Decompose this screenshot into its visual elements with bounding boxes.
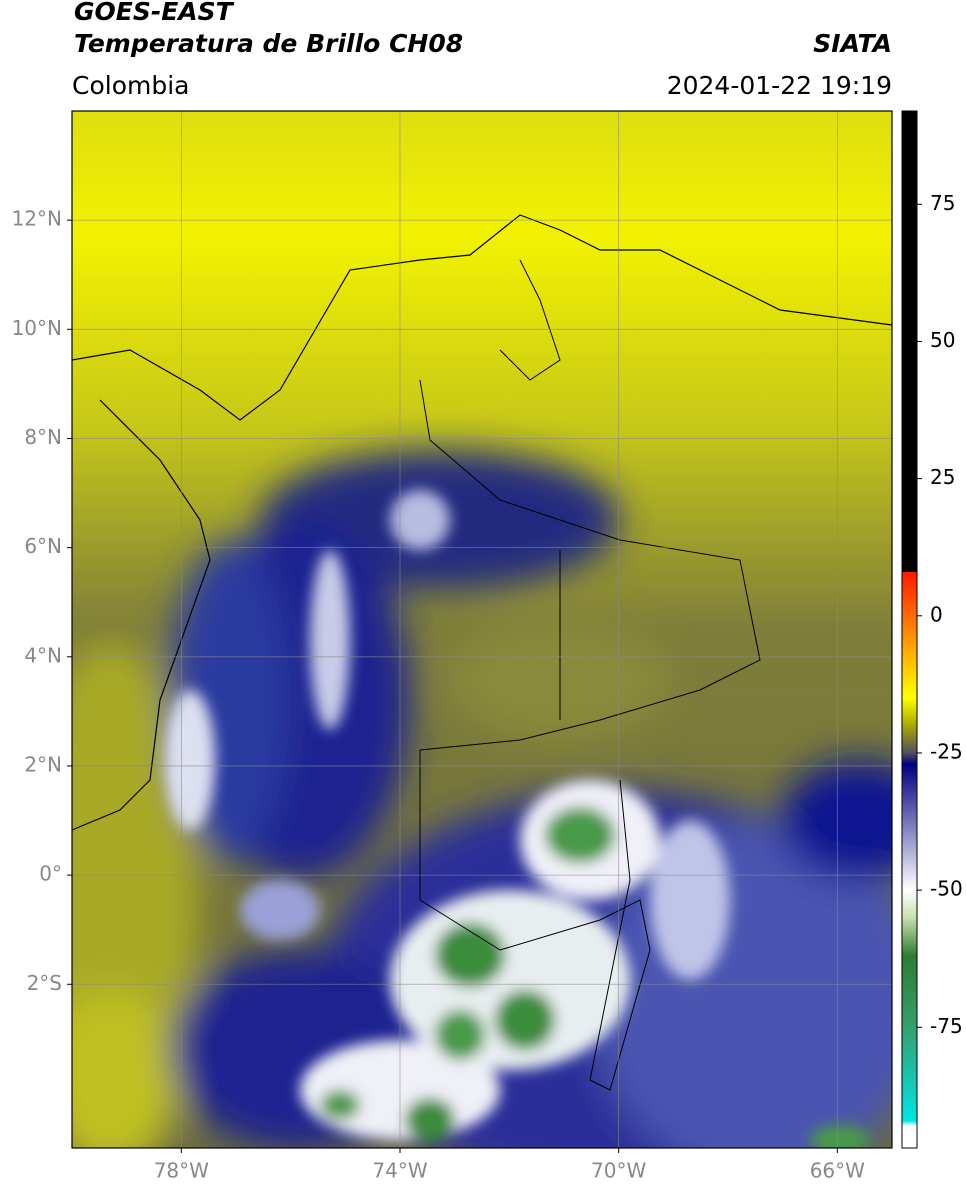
y-tick-label: 0° — [39, 862, 62, 886]
y-tick-label: 10°N — [12, 316, 62, 340]
y-tick-label: 4°N — [24, 643, 62, 667]
y-tick-label: 8°N — [24, 425, 62, 449]
subtitle: Colombia — [72, 71, 189, 100]
y-tick-label: 6°N — [24, 534, 62, 558]
map-frame — [71, 110, 893, 1149]
y-tick-label: 12°N — [12, 207, 62, 231]
colorbar-tick-label: -75 — [930, 1014, 963, 1038]
colorbar-tick-label: 75 — [930, 191, 955, 215]
y-tick-label: 2°S — [27, 971, 62, 995]
colorbar — [901, 110, 918, 1149]
x-tick-label: 70°W — [591, 1159, 646, 1183]
datetime: 2024-01-22 19:19 — [667, 71, 892, 100]
source: SIATA — [813, 29, 892, 58]
title: GOES-EAST — [74, 0, 235, 26]
colorbar-tick-label: -50 — [930, 877, 963, 901]
satellite-image — [72, 111, 892, 1148]
x-tick-label: 66°W — [810, 1159, 865, 1183]
colorbar-tick-label: 25 — [930, 465, 955, 489]
y-tick-label: 2°N — [24, 752, 62, 776]
title: Temperatura de Brillo CH08 — [74, 29, 463, 58]
x-tick-label: 74°W — [372, 1159, 427, 1183]
colorbar-tick-label: 0 — [930, 602, 943, 626]
colorbar-tick-label: -25 — [930, 739, 963, 763]
x-tick-label: 78°W — [154, 1159, 209, 1183]
colorbar-tick-label: 50 — [930, 328, 955, 352]
